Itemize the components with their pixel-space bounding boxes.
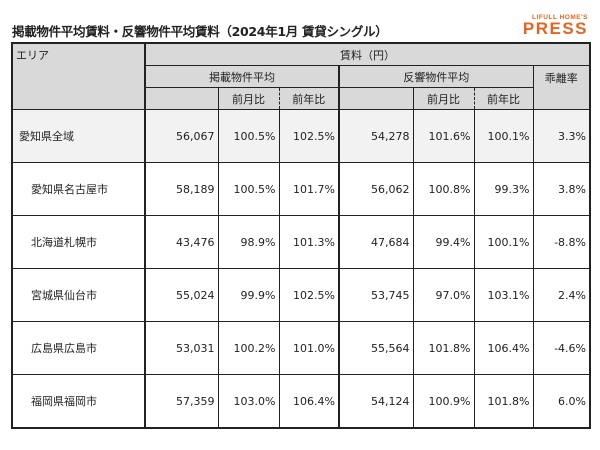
inquiry-mom: 101.6%	[412, 109, 475, 163]
header-area: エリア	[11, 42, 146, 110]
listed-yoy: 101.7%	[278, 162, 340, 216]
inquiry-mom: 100.8%	[412, 162, 475, 216]
inquiry-yoy: 100.1%	[473, 109, 534, 163]
header-rent: 賃料（円）	[144, 42, 591, 66]
listed-mom: 98.9%	[217, 215, 280, 269]
table-row: 愛知県全域 56,067 100.5% 102.5% 54,278 101.6% 100.1…	[11, 109, 591, 163]
area-cell: 広島県広島市	[11, 321, 146, 375]
inquiry-yoy: 103.1%	[473, 268, 534, 322]
inquiry-yoy: 99.3%	[473, 162, 534, 216]
listed-rent: 53,031	[144, 321, 219, 375]
gap-rate: -4.6%	[532, 321, 591, 375]
listed-mom: 100.5%	[217, 109, 280, 163]
inquiry-yoy: 106.4%	[473, 321, 534, 375]
listed-mom: 99.9%	[217, 268, 280, 322]
logo-top-text: LIFULL HOME'S	[532, 14, 588, 21]
header-inquiry-mom: 前月比	[412, 87, 475, 110]
inquiry-rent: 54,124	[338, 374, 414, 429]
gap-rate: 6.0%	[532, 374, 591, 429]
area-cell: 愛知県全域	[11, 109, 146, 163]
inquiry-yoy: 101.8%	[473, 374, 534, 429]
lifull-homes-press-logo: LIFULL HOME'S PRESS	[523, 14, 588, 37]
listed-mom: 100.2%	[217, 321, 280, 375]
listed-yoy: 101.3%	[278, 215, 340, 269]
area-cell: 愛知県名古屋市	[11, 162, 146, 216]
logo-bottom-text: PRESS	[522, 19, 588, 38]
header-inquiry-yoy: 前年比	[473, 87, 534, 110]
page-title: 掲載物件平均賃料・反響物件平均賃料（2024年1月 賃貸シングル）	[12, 24, 388, 39]
inquiry-mom: 100.9%	[412, 374, 475, 429]
header-inquiry: 反響物件平均	[338, 65, 534, 88]
listed-yoy: 106.4%	[278, 374, 340, 429]
gap-rate: 3.8%	[532, 162, 591, 216]
listed-rent: 57,359	[144, 374, 219, 429]
area-cell: 北海道札幌市	[11, 215, 146, 269]
gap-rate: 2.4%	[532, 268, 591, 322]
inquiry-rent: 53,745	[338, 268, 414, 322]
listed-yoy: 102.5%	[278, 268, 340, 322]
inquiry-yoy: 100.1%	[473, 215, 534, 269]
table-row: 北海道札幌市 43,476 98.9% 101.3% 47,684 99.4% 100.1%…	[11, 215, 591, 269]
listed-yoy: 101.0%	[278, 321, 340, 375]
gap-rate: -8.8%	[532, 215, 591, 269]
area-cell: 福岡県福岡市	[11, 374, 146, 429]
area-cell: 宮城県仙台市	[11, 268, 146, 322]
listed-rent: 43,476	[144, 215, 219, 269]
header-listed-blank	[144, 87, 219, 110]
gap-rate: 3.3%	[532, 109, 591, 163]
rent-table: エリア 賃料（円） 掲載物件平均 反響物件平均 乖離率 前月比 前年比 前月比 …	[11, 42, 591, 429]
inquiry-rent: 47,684	[338, 215, 414, 269]
header-inquiry-blank	[338, 87, 414, 110]
inquiry-mom: 97.0%	[412, 268, 475, 322]
inquiry-mom: 101.8%	[412, 321, 475, 375]
listed-rent: 55,024	[144, 268, 219, 322]
inquiry-rent: 56,062	[338, 162, 414, 216]
inquiry-rent: 55,564	[338, 321, 414, 375]
table-row: 愛知県名古屋市 58,189 100.5% 101.7% 56,062 100.8% 99.…	[11, 162, 591, 216]
header-gap: 乖離率	[532, 65, 591, 110]
listed-mom: 100.5%	[217, 162, 280, 216]
listed-rent: 58,189	[144, 162, 219, 216]
table-row: 福岡県福岡市 57,359 103.0% 106.4% 54,124 100.9% 101.…	[11, 374, 591, 429]
header-listed-mom: 前月比	[217, 87, 280, 110]
header-listed-yoy: 前年比	[278, 87, 340, 110]
inquiry-rent: 54,278	[338, 109, 414, 163]
listed-rent: 56,067	[144, 109, 219, 163]
table-row: 宮城県仙台市 55,024 99.9% 102.5% 53,745 97.0% 103.1%…	[11, 268, 591, 322]
listed-mom: 103.0%	[217, 374, 280, 429]
header-listed: 掲載物件平均	[144, 65, 340, 88]
inquiry-mom: 99.4%	[412, 215, 475, 269]
listed-yoy: 102.5%	[278, 109, 340, 163]
table-row: 広島県広島市 53,031 100.2% 101.0% 55,564 101.8% 106.…	[11, 321, 591, 375]
